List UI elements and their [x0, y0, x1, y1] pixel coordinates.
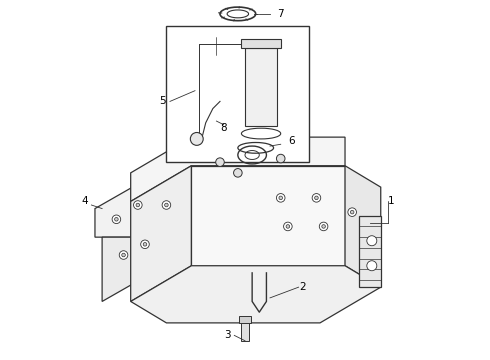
Circle shape — [190, 132, 203, 145]
Circle shape — [348, 208, 356, 216]
Text: 7: 7 — [277, 9, 284, 19]
Circle shape — [165, 203, 168, 207]
Circle shape — [367, 261, 377, 271]
Bar — [167, 26, 309, 162]
Circle shape — [322, 225, 325, 228]
Circle shape — [234, 168, 242, 177]
Circle shape — [134, 201, 142, 209]
Polygon shape — [263, 180, 370, 251]
Circle shape — [350, 210, 354, 214]
Text: 6: 6 — [288, 136, 295, 146]
Circle shape — [319, 222, 328, 231]
Text: 3: 3 — [224, 330, 230, 341]
Text: 8: 8 — [220, 123, 227, 133]
Circle shape — [136, 203, 140, 207]
Circle shape — [367, 236, 377, 246]
Circle shape — [286, 225, 290, 228]
Bar — [242, 323, 248, 341]
Circle shape — [162, 201, 171, 209]
Circle shape — [119, 251, 128, 259]
Polygon shape — [345, 166, 381, 287]
Polygon shape — [131, 266, 381, 323]
Circle shape — [315, 196, 318, 200]
Circle shape — [122, 253, 125, 257]
Circle shape — [112, 215, 121, 224]
Polygon shape — [95, 180, 202, 237]
Polygon shape — [102, 237, 152, 301]
Circle shape — [284, 222, 292, 231]
Bar — [239, 316, 251, 323]
Polygon shape — [131, 166, 192, 301]
Polygon shape — [192, 166, 345, 266]
Circle shape — [216, 158, 224, 166]
Text: 5: 5 — [160, 96, 166, 107]
Text: 1: 1 — [388, 197, 395, 206]
Bar — [242, 39, 281, 48]
Circle shape — [276, 154, 285, 163]
Circle shape — [141, 240, 149, 249]
Circle shape — [279, 196, 283, 200]
Circle shape — [312, 194, 321, 202]
Circle shape — [143, 243, 147, 246]
Text: 2: 2 — [299, 282, 305, 292]
Polygon shape — [131, 137, 345, 202]
Circle shape — [276, 194, 285, 202]
Text: 4: 4 — [81, 197, 88, 206]
Bar — [359, 216, 381, 287]
Circle shape — [115, 217, 118, 221]
Bar — [245, 48, 277, 126]
